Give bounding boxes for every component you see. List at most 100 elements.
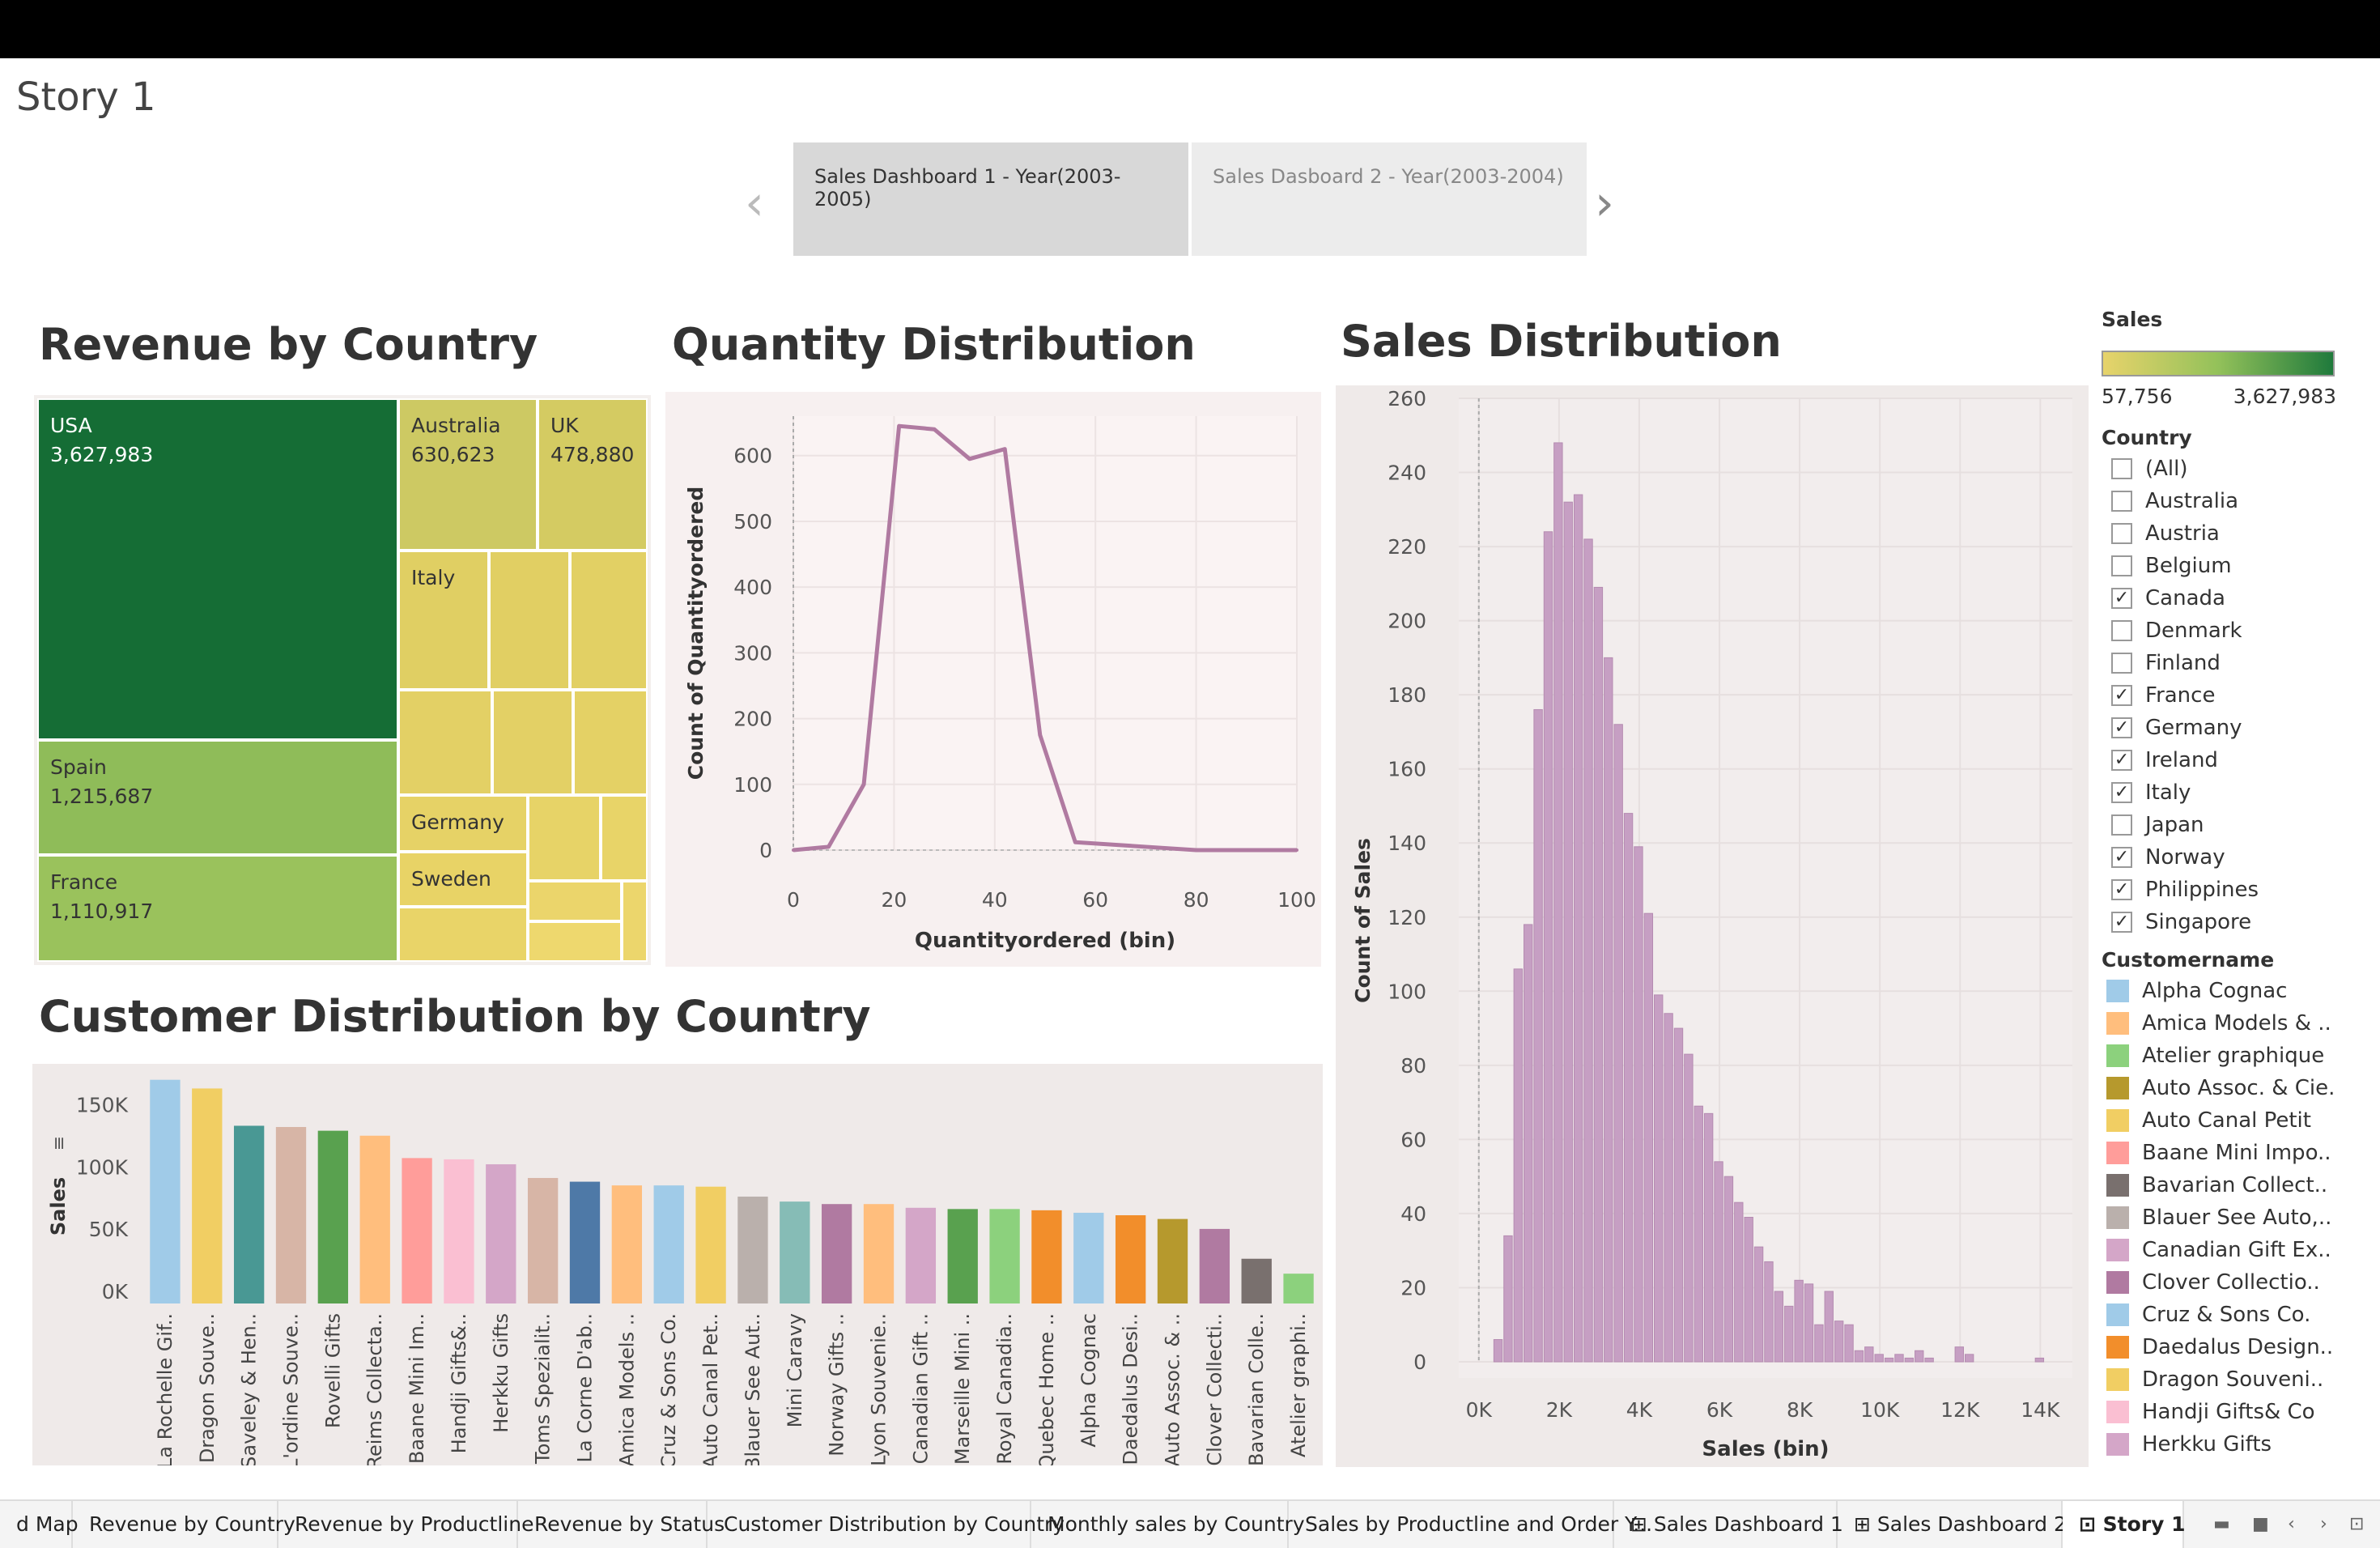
country-filter-item[interactable]: Austria (2102, 517, 2344, 550)
checkbox-checked-icon[interactable]: ✓ (2111, 717, 2132, 738)
treemap-cell[interactable] (489, 551, 570, 690)
country-filter-item[interactable]: Denmark (2102, 615, 2344, 647)
checkbox-checked-icon[interactable]: ✓ (2111, 879, 2132, 900)
treemap-cell[interactable] (492, 690, 573, 795)
scroll-right-icon[interactable]: › (2320, 1514, 2327, 1534)
treemap-value: 630,623 (411, 443, 495, 466)
customer-legend-item[interactable]: Auto Canal Petit (2102, 1104, 2344, 1137)
checkbox-checked-icon[interactable]: ✓ (2111, 847, 2132, 868)
sheet-tab[interactable]: Customer Distribution by Country (708, 1501, 1065, 1548)
country-filter-item[interactable]: ✓ Norway (2102, 841, 2344, 874)
new-story-icon[interactable]: ⊡ (2349, 1514, 2365, 1534)
country-filter-item[interactable]: ✓ Italy (2102, 776, 2344, 809)
sheet-tab[interactable]: Revenue by Country (73, 1501, 295, 1548)
customer-legend-item[interactable]: Herkku Gifts (2102, 1428, 2344, 1461)
treemap-cell[interactable] (622, 881, 648, 962)
sheet-type-icon: ⊡ (2079, 1512, 2103, 1536)
treemap-cell-sweden[interactable]: Sweden (398, 852, 528, 907)
histogram-bar (1844, 1324, 1854, 1363)
sheet-tab[interactable]: ⊡ Story 1 (2063, 1501, 2186, 1548)
country-filter-item[interactable]: Japan (2102, 809, 2344, 841)
country-filter-item[interactable]: ✓ Germany (2102, 712, 2344, 744)
treemap-cell[interactable] (570, 551, 648, 690)
sheet-tab[interactable]: Revenue by Status (518, 1501, 725, 1548)
x-tick-label: L'ordine Souve.. (280, 1313, 303, 1465)
customer-legend-item[interactable]: Handji Gifts& Co (2102, 1396, 2344, 1428)
show-filmstrip-icon[interactable]: ▬ (2213, 1514, 2230, 1534)
country-filter-item[interactable]: ✓ France (2102, 679, 2344, 712)
show-tabs-icon[interactable]: ■ (2252, 1514, 2269, 1534)
sheet-tab[interactable]: Monthly sales by Country (1031, 1501, 1305, 1548)
treemap-cell-usa[interactable]: USA 3,627,983 (37, 398, 398, 740)
customer-bar (317, 1130, 349, 1303)
checkbox-checked-icon[interactable]: ✓ (2111, 750, 2132, 771)
x-tick-label: Royal Canadia.. (993, 1313, 1016, 1465)
customer-legend-item[interactable]: Alpha Cognac (2102, 975, 2344, 1007)
sheet-tab[interactable]: ⊞ Sales Dashboard 1 (1614, 1501, 1843, 1548)
treemap-cell[interactable] (528, 795, 601, 881)
sheet-tab[interactable]: Revenue by Productline (278, 1501, 533, 1548)
checkbox-checked-icon[interactable]: ✓ (2111, 912, 2132, 933)
treemap-cell-italy[interactable]: Italy (398, 551, 489, 690)
treemap-cell-france[interactable]: France 1,110,917 (37, 855, 398, 962)
checkbox-icon[interactable] (2111, 814, 2132, 836)
checkbox-icon[interactable] (2111, 523, 2132, 544)
country-filter-item[interactable]: ✓ Philippines (2102, 874, 2344, 906)
customer-legend-item[interactable]: Atelier graphique (2102, 1040, 2344, 1072)
story-point-2[interactable]: Sales Dasboard 2 - Year(2003-2004) (1192, 142, 1587, 256)
country-filter-item[interactable]: ✓ Ireland (2102, 744, 2344, 776)
customer-bar (821, 1204, 852, 1303)
country-filter-item[interactable]: Australia (2102, 485, 2344, 517)
histogram-bar (1784, 1305, 1794, 1363)
country-filter-item[interactable]: ✓ Singapore (2102, 906, 2344, 938)
y-tick-label: 0 (1413, 1350, 1426, 1374)
customer-legend-item[interactable]: Cruz & Sons Co. (2102, 1299, 2344, 1331)
country-filter-item[interactable]: (All) (2102, 453, 2344, 485)
treemap-cell-uk[interactable]: UK 478,880 (538, 398, 648, 551)
customer-legend-item[interactable]: Baane Mini Impo.. (2102, 1137, 2344, 1169)
customer-legend-item[interactable]: Bavarian Collect.. (2102, 1169, 2344, 1201)
treemap-cell-spain[interactable]: Spain 1,215,687 (37, 740, 398, 855)
treemap-cell[interactable] (528, 921, 622, 962)
color-swatch (2106, 1433, 2129, 1456)
treemap-label: Italy (411, 566, 456, 589)
histogram-bar (1553, 442, 1563, 1363)
customer-legend-item[interactable]: Blauer See Auto,.. (2102, 1201, 2344, 1234)
country-filter-item[interactable]: ✓ Canada (2102, 582, 2344, 615)
customer-legend-item[interactable]: Canadian Gift Ex.. (2102, 1234, 2344, 1266)
treemap-cell[interactable] (573, 690, 648, 795)
checkbox-icon[interactable] (2111, 458, 2132, 479)
checkbox-icon[interactable] (2111, 491, 2132, 512)
sheet-tab[interactable]: ⊞ Sales Dashboard 2 (1838, 1501, 2067, 1548)
country-filter-item[interactable]: Finland (2102, 647, 2344, 679)
checkbox-checked-icon[interactable]: ✓ (2111, 588, 2132, 609)
story-point-1[interactable]: Sales Dashboard 1 - Year(2003-2005) (793, 142, 1188, 256)
sheet-tab-label: Sales Dashboard 2 (1876, 1512, 2067, 1536)
customer-legend-item[interactable]: Amica Models & .. (2102, 1007, 2344, 1040)
sheet-tab[interactable]: Sales by Productline and Order Y... (1289, 1501, 1652, 1548)
treemap-cell-australia[interactable]: Australia 630,623 (398, 398, 538, 551)
scroll-left-icon[interactable]: ‹ (2288, 1514, 2295, 1534)
checkbox-icon[interactable] (2111, 653, 2132, 674)
checkbox-icon[interactable] (2111, 620, 2132, 641)
checkbox-checked-icon[interactable]: ✓ (2111, 685, 2132, 706)
country-filter-item[interactable]: Belgium (2102, 550, 2344, 582)
treemap-cell-germany[interactable]: Germany (398, 795, 528, 852)
previous-story-point-icon[interactable]: ‹ (745, 175, 764, 232)
country-filter-label: Ireland (2145, 748, 2218, 772)
customer-bar (527, 1177, 559, 1303)
treemap-cell[interactable] (601, 795, 648, 881)
sheet-tab[interactable]: d Map (0, 1501, 79, 1548)
checkbox-icon[interactable] (2111, 555, 2132, 576)
histogram-bar (1753, 1246, 1764, 1363)
treemap-cell[interactable] (398, 907, 528, 962)
next-story-point-icon[interactable]: › (1595, 175, 1614, 232)
customer-legend-item[interactable]: Dragon Souveni.. (2102, 1363, 2344, 1396)
sheet-type-icon: ⊞ (1630, 1512, 1654, 1536)
customer-legend-item[interactable]: Clover Collectio.. (2102, 1266, 2344, 1299)
treemap-cell[interactable] (528, 881, 622, 921)
customer-legend-item[interactable]: Auto Assoc. & Cie. (2102, 1072, 2344, 1104)
treemap-cell[interactable] (398, 690, 492, 795)
customer-legend-item[interactable]: Daedalus Design.. (2102, 1331, 2344, 1363)
checkbox-checked-icon[interactable]: ✓ (2111, 782, 2132, 803)
